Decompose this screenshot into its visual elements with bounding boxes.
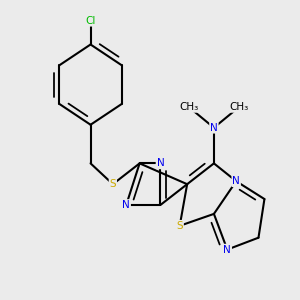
Text: N: N [122, 200, 130, 210]
Text: S: S [110, 179, 116, 189]
Text: Cl: Cl [85, 16, 96, 26]
Text: N: N [210, 123, 218, 133]
Text: CH₃: CH₃ [179, 102, 198, 112]
Text: N: N [157, 158, 164, 168]
Text: N: N [224, 244, 231, 255]
Text: N: N [232, 176, 240, 186]
Text: CH₃: CH₃ [230, 102, 249, 112]
Text: S: S [176, 221, 183, 231]
